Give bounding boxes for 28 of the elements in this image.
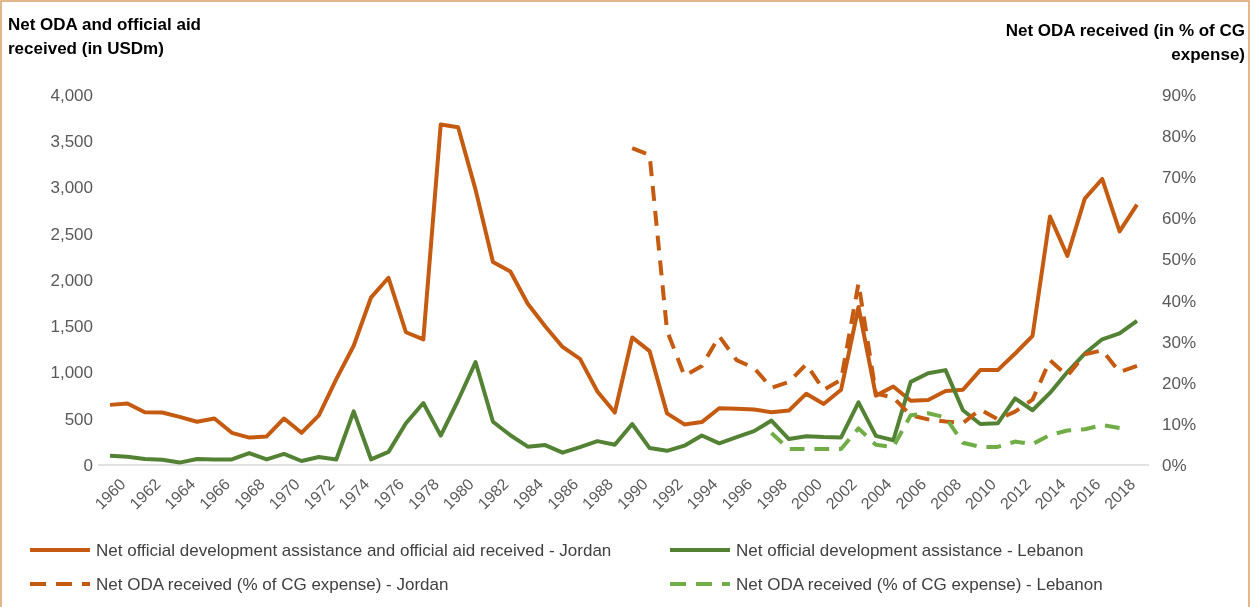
y-axis-title: Net ODA and official aid received (in USDm) <box>8 15 202 58</box>
y2-tick-label: 0% <box>1162 455 1187 475</box>
y-tick-label: 2,500 <box>50 224 93 244</box>
y2-tick-label: 30% <box>1162 332 1197 352</box>
legend-label: Net official development assistance and official aid received - Jordan <box>96 541 612 560</box>
y-tick-label: 500 <box>64 409 93 429</box>
y2-tick-label: 80% <box>1162 127 1197 147</box>
y-tick-label: 0 <box>83 455 93 475</box>
line-series <box>108 318 1139 465</box>
y-tick-label: 3,500 <box>50 132 93 152</box>
y-tick-label: 4,000 <box>50 85 93 105</box>
line-series <box>769 411 1122 451</box>
legend-label: Net official development assistance - Lebanon <box>736 541 1084 560</box>
legend-label: Net ODA received (% of CG expense) - Jordan <box>96 575 449 594</box>
y-tick-label: 2,000 <box>50 270 93 290</box>
y-tick-label: 1,000 <box>50 363 93 383</box>
legend-label: Net ODA received (% of CG expense) - Lebanon <box>736 575 1103 594</box>
y-tick-label: 3,000 <box>50 178 93 198</box>
y2-tick-label: 50% <box>1162 250 1197 270</box>
line-series <box>108 122 1139 440</box>
y-tick-label: 1,500 <box>50 317 93 337</box>
y2-tick-label: 90% <box>1162 85 1197 105</box>
y2-axis-title: Net ODA received (in % of CG expense) <box>1005 21 1245 64</box>
y2-tick-label: 20% <box>1162 373 1197 393</box>
y2-tick-label: 10% <box>1162 414 1197 434</box>
y2-tick-label: 60% <box>1162 209 1197 229</box>
y2-tick-label: 40% <box>1162 291 1197 311</box>
y2-tick-label: 70% <box>1162 168 1197 188</box>
